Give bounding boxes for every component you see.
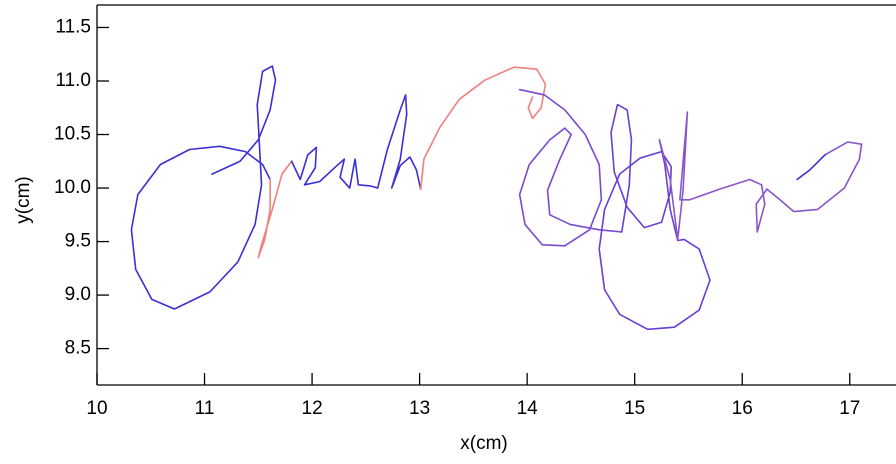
y-tick-label: 10.0	[54, 177, 91, 198]
y-tick-label: 11.5	[55, 16, 91, 37]
pen-stroke	[518, 88, 623, 247]
x-tick-label: 13	[409, 398, 430, 419]
y-axis-label: y(cm)	[13, 176, 34, 223]
pen-stroke	[658, 111, 863, 241]
x-tick-label: 14	[517, 398, 539, 419]
pen-stroke	[130, 65, 277, 310]
y-tick-label: 9.0	[65, 284, 91, 305]
y-tick-label: 8.5	[65, 338, 91, 359]
y-tick-label: 9.5	[65, 231, 91, 252]
pen-stroke	[796, 154, 826, 181]
x-tick-label: 11	[195, 398, 215, 419]
y-tick-label: 11.0	[55, 70, 91, 91]
pen-stroke	[290, 94, 422, 190]
x-tick-label: 17	[839, 398, 860, 419]
x-tick-label: 10	[86, 398, 107, 419]
x-axis-label: x(cm)	[460, 433, 507, 454]
pen-stroke	[598, 103, 711, 331]
x-tick-label: 16	[732, 398, 753, 419]
pen-stroke	[257, 160, 293, 259]
x-tick-label: 12	[302, 398, 323, 419]
y-tick-label: 10.5	[54, 124, 91, 145]
pen-stroke	[419, 66, 547, 190]
x-tick-label: 15	[624, 398, 645, 419]
